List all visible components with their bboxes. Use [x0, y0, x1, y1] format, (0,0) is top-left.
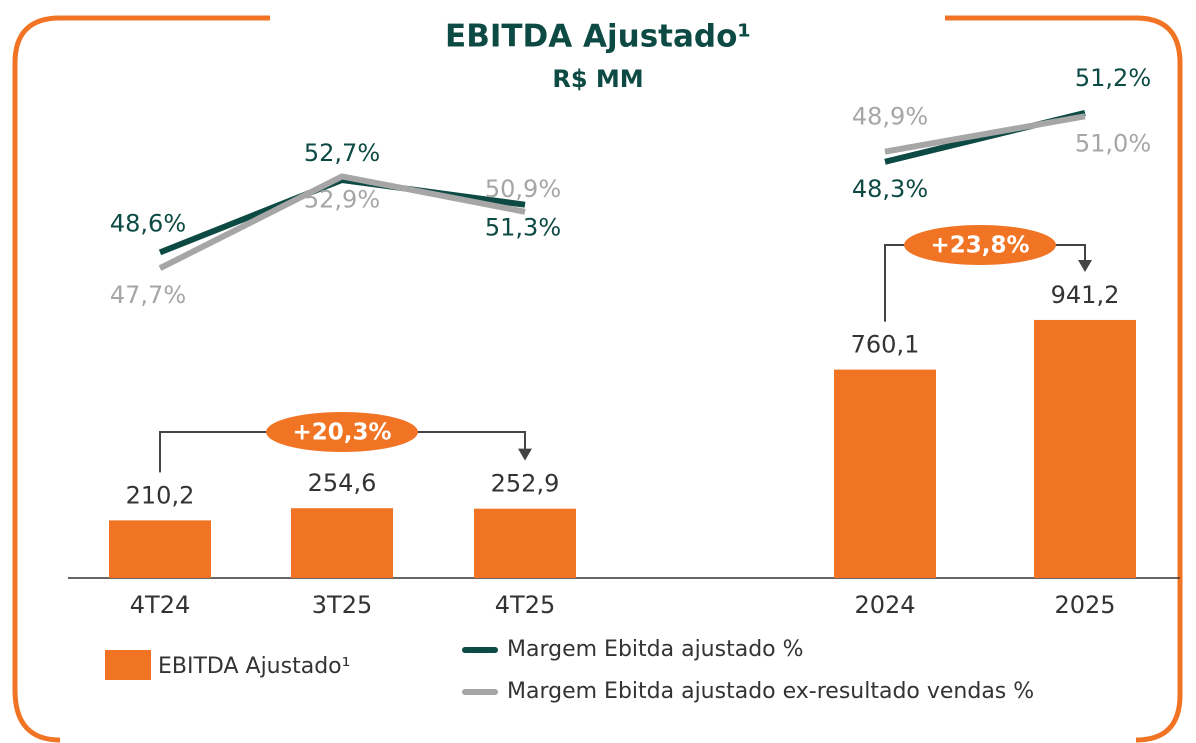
bar — [1034, 319, 1136, 578]
value-label: 50,9% — [485, 175, 561, 203]
legend-label: Margem Ebitda ajustado ex-resultado vend… — [507, 679, 1034, 704]
growth-arrow — [518, 448, 532, 461]
legend-label: Margem Ebitda ajustado % — [507, 637, 804, 662]
margin-line — [158, 173, 526, 271]
value-label: 51,3% — [485, 214, 561, 242]
chart-title: EBITDA Ajustado¹ — [445, 19, 751, 55]
bar — [834, 369, 936, 578]
value-label: 48,6% — [110, 209, 186, 237]
bar — [474, 508, 576, 578]
margin-line — [884, 113, 1086, 155]
value-label: 51,0% — [1075, 129, 1151, 157]
value-label: 51,2% — [1075, 64, 1151, 92]
value-label: 52,7% — [304, 139, 380, 167]
growth-arrow — [1078, 259, 1092, 272]
x-tick-label: 2024 — [854, 591, 915, 619]
value-label: 252,9 — [491, 470, 560, 498]
legend-swatch — [105, 650, 151, 680]
value-label: 47,7% — [110, 281, 186, 309]
bar — [291, 508, 393, 578]
value-label: 210,2 — [126, 481, 195, 509]
value-label: 52,9% — [304, 185, 380, 213]
value-label: 254,6 — [308, 469, 377, 497]
growth-pill — [904, 225, 1056, 265]
value-label: 941,2 — [1051, 281, 1120, 309]
growth-label: +20,3% — [292, 420, 391, 446]
frame — [12, 15, 1183, 743]
growth-pill — [266, 412, 418, 452]
x-tick-label: 4T25 — [495, 591, 555, 619]
margin-line — [158, 177, 526, 256]
x-tick-label: 2025 — [1054, 591, 1115, 619]
value-label: 48,3% — [852, 175, 928, 203]
x-tick-label: 3T25 — [312, 591, 372, 619]
chart-subtitle: R$ MM — [552, 65, 643, 93]
legend-label: EBITDA Ajustado¹ — [158, 654, 350, 679]
value-label: 760,1 — [851, 331, 920, 359]
growth-label: +23,8% — [930, 233, 1029, 259]
bar — [109, 520, 211, 578]
value-label: 48,9% — [852, 103, 928, 131]
x-tick-label: 4T24 — [130, 591, 190, 619]
